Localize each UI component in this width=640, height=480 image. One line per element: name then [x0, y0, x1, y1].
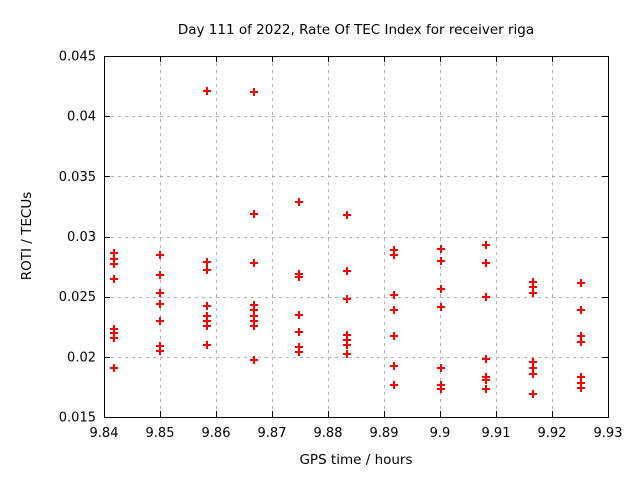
data-point	[482, 293, 490, 301]
data-point	[482, 376, 490, 384]
data-point	[110, 334, 118, 342]
data-point	[203, 258, 211, 266]
x-tick-label: 9.88	[314, 426, 343, 441]
y-tick-label: 0.025	[59, 290, 96, 305]
x-tick-label: 9.86	[202, 426, 231, 441]
data-point	[482, 355, 490, 363]
data-point	[343, 295, 351, 303]
data-point	[437, 303, 445, 311]
chart-title: Day 111 of 2022, Rate Of TEC Index for r…	[177, 22, 535, 38]
data-point	[295, 198, 303, 206]
x-tick-label: 9.92	[538, 426, 567, 441]
data-point	[203, 341, 211, 349]
data-point	[250, 210, 258, 218]
x-tick-label: 9.91	[482, 426, 511, 441]
data-point	[390, 362, 398, 370]
data-point	[295, 348, 303, 356]
data-point	[343, 350, 351, 358]
data-point	[577, 338, 585, 346]
data-point	[437, 285, 445, 293]
data-point	[156, 271, 164, 279]
data-point	[482, 241, 490, 249]
data-point	[110, 364, 118, 372]
data-point	[156, 347, 164, 355]
y-tick-label: 0.03	[67, 230, 96, 245]
data-point	[437, 385, 445, 393]
y-tick-label: 0.035	[59, 170, 96, 185]
data-point	[156, 289, 164, 297]
data-point	[437, 245, 445, 253]
data-point	[482, 385, 490, 393]
data-point	[203, 302, 211, 310]
data-point	[156, 300, 164, 308]
data-point	[390, 306, 398, 314]
data-point	[390, 251, 398, 259]
data-point	[203, 322, 211, 330]
data-point	[390, 291, 398, 299]
data-point	[529, 289, 537, 297]
data-point	[250, 88, 258, 96]
x-tick-label: 9.9	[430, 426, 451, 441]
y-tick-label: 0.015	[59, 411, 96, 426]
data-point	[250, 259, 258, 267]
data-point	[295, 328, 303, 336]
data-point	[577, 306, 585, 314]
data-point	[250, 356, 258, 364]
data-point	[390, 381, 398, 389]
data-point	[482, 259, 490, 267]
x-tick-label: 9.93	[594, 426, 623, 441]
data-point	[295, 273, 303, 281]
data-point	[110, 275, 118, 283]
x-axis-label: GPS time / hours	[299, 452, 413, 468]
data-point	[250, 322, 258, 330]
data-point	[437, 257, 445, 265]
data-point	[390, 332, 398, 340]
y-tick-label: 0.02	[67, 350, 96, 365]
data-point	[343, 267, 351, 275]
data-point	[529, 370, 537, 378]
data-point	[343, 211, 351, 219]
data-point	[577, 279, 585, 287]
x-tick-label: 9.87	[258, 426, 287, 441]
data-point	[156, 251, 164, 259]
data-point	[343, 341, 351, 349]
data-point	[437, 364, 445, 372]
data-point	[203, 266, 211, 274]
y-tick-label: 0.04	[67, 110, 96, 125]
data-point	[110, 260, 118, 268]
x-tick-label: 9.85	[146, 426, 175, 441]
x-tick-label: 9.84	[90, 426, 119, 441]
y-tick-label: 0.045	[59, 50, 96, 65]
data-point	[203, 87, 211, 95]
x-tick-label: 9.89	[370, 426, 399, 441]
data-point	[156, 317, 164, 325]
data-point	[295, 311, 303, 319]
data-point	[577, 384, 585, 392]
data-point	[529, 390, 537, 398]
